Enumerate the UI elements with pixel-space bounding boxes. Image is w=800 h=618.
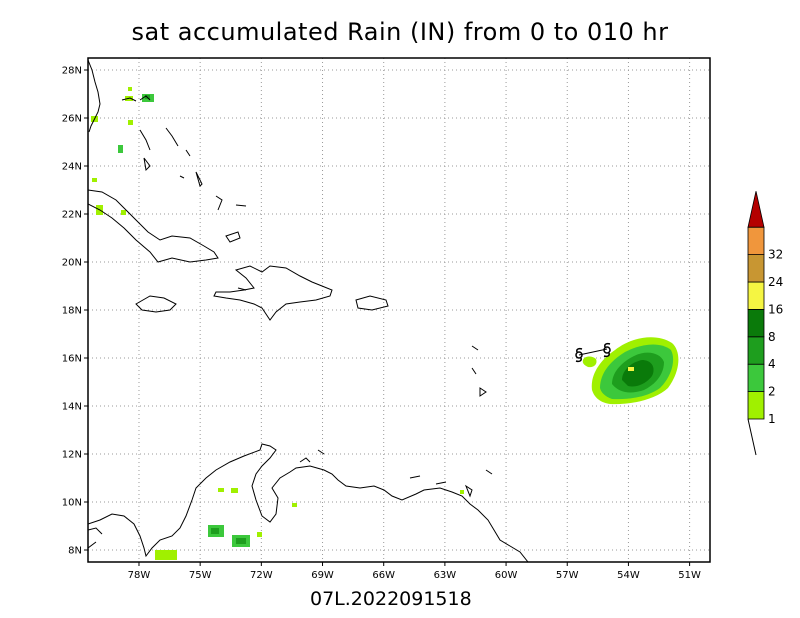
storm-id-label: 07L.2022091518 bbox=[310, 588, 472, 610]
map-area bbox=[88, 58, 710, 562]
colorbar-label: 8 bbox=[768, 330, 776, 344]
y-tick-label: 12N bbox=[62, 450, 82, 461]
colorbar-label: 4 bbox=[768, 357, 776, 371]
x-tick-label: 54W bbox=[617, 570, 640, 581]
colorbar-label: 2 bbox=[768, 385, 776, 399]
storm-track bbox=[575, 342, 611, 363]
x-tick-label: 72W bbox=[250, 570, 273, 581]
gridlines bbox=[88, 58, 710, 562]
y-tick-label: 24N bbox=[62, 162, 82, 173]
colorbar-label: 24 bbox=[768, 275, 783, 289]
colorbar-box bbox=[747, 308, 765, 338]
y-tick-label: 10N bbox=[62, 498, 82, 509]
x-tick-label: 69W bbox=[311, 570, 334, 581]
rainfall-storm bbox=[582, 337, 679, 405]
hurricane-symbol-2 bbox=[603, 342, 611, 358]
colorbar-box bbox=[747, 281, 765, 310]
colorbar-top-arrow bbox=[747, 191, 765, 228]
x-tick-label: 63W bbox=[434, 570, 457, 581]
y-tick-label: 22N bbox=[62, 210, 82, 221]
y-tick-label: 28N bbox=[62, 66, 82, 77]
y-axis-ticks: 8N 10N 12N 14N 16N 18N 20N 22N 24N 26N 28N bbox=[62, 66, 88, 557]
y-tick-label: 18N bbox=[62, 306, 82, 317]
x-tick-label: 51W bbox=[678, 570, 701, 581]
x-tick-label: 66W bbox=[372, 570, 395, 581]
colorbar-label: 1 bbox=[768, 412, 776, 426]
x-axis-ticks: 78W 75W 72W 69W 66W 63W 60W 57W 54W 51W bbox=[128, 562, 701, 581]
y-tick-label: 14N bbox=[62, 402, 82, 413]
colorbar-box bbox=[747, 363, 765, 393]
y-tick-label: 16N bbox=[62, 354, 82, 365]
x-tick-label: 60W bbox=[495, 570, 518, 581]
x-tick-label: 57W bbox=[556, 570, 579, 581]
y-tick-label: 26N bbox=[62, 114, 82, 125]
hurricane-symbol-1 bbox=[575, 347, 583, 363]
colorbar-label: 32 bbox=[768, 248, 783, 262]
colorbar-box bbox=[747, 226, 765, 255]
coastlines bbox=[88, 59, 529, 562]
y-tick-label: 20N bbox=[62, 258, 82, 269]
colorbar-box bbox=[747, 336, 765, 365]
y-tick-label: 8N bbox=[68, 546, 82, 557]
x-tick-label: 75W bbox=[189, 570, 212, 581]
colorbar-box bbox=[747, 254, 765, 283]
map-title: sat accumulated Rain (IN) from 0 to 010 … bbox=[131, 18, 669, 46]
colorbar-label: 16 bbox=[768, 302, 783, 316]
x-tick-label: 78W bbox=[128, 570, 151, 581]
colorbar-bottom-arrow bbox=[747, 418, 757, 456]
colorbar-box bbox=[747, 391, 765, 420]
